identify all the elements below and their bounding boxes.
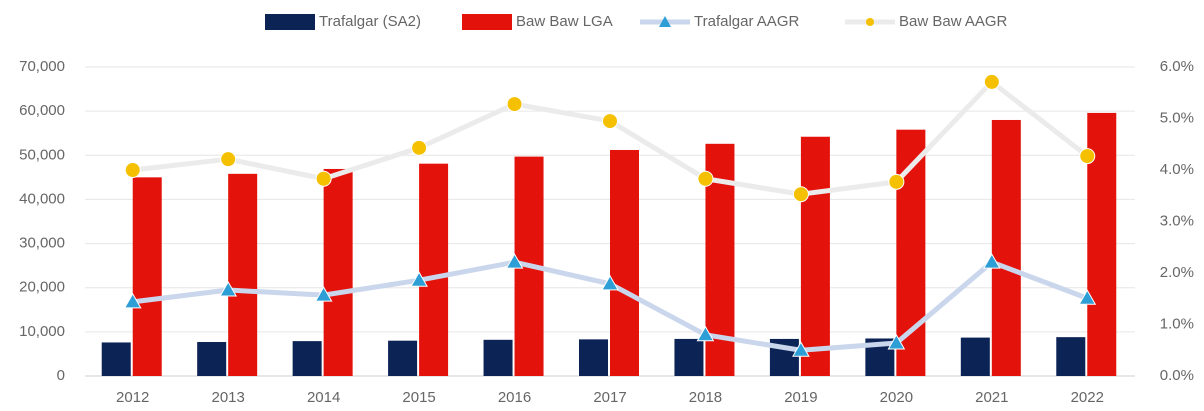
marker: [696, 325, 715, 342]
marker: [697, 170, 714, 187]
y2-tick-label: 4.0%: [1160, 161, 1194, 178]
bar: [896, 129, 926, 376]
x-tick-label: 2014: [307, 389, 340, 406]
bar: [579, 339, 608, 376]
y-tick-label: 30,000: [19, 235, 65, 252]
marker: [888, 173, 905, 190]
y2-tick-label: 1.0%: [1160, 315, 1194, 332]
marker: [792, 341, 810, 357]
marker: [410, 271, 428, 287]
bar: [101, 342, 131, 376]
x-tick-label: 2019: [784, 389, 817, 406]
marker: [887, 334, 906, 350]
marker: [506, 96, 523, 113]
bar: [388, 340, 418, 376]
x-tick-label: 2013: [211, 389, 244, 406]
legend-swatch: [462, 14, 512, 30]
marker: [315, 170, 332, 187]
y-tick-label: 50,000: [19, 146, 65, 163]
bar: [197, 342, 227, 376]
y2-tick-label: 6.0%: [1160, 58, 1194, 75]
y-tick-label: 70,000: [19, 58, 65, 75]
bar: [960, 337, 990, 376]
x-tick-label: 2020: [880, 389, 913, 406]
marker: [123, 292, 142, 309]
bar: [292, 341, 322, 376]
y2-tick-label: 2.0%: [1160, 264, 1194, 281]
x-tick-label: 2018: [689, 389, 722, 406]
x-tick-label: 2017: [593, 389, 626, 406]
bar: [991, 119, 1021, 376]
x-tick-label: 2016: [498, 389, 531, 406]
bar: [483, 339, 513, 376]
legend-label: Trafalgar AAGR: [694, 13, 799, 30]
bar: [323, 168, 353, 376]
marker: [219, 280, 238, 297]
marker: [983, 73, 1000, 90]
bar: [228, 173, 258, 376]
marker: [982, 253, 1001, 269]
x-tick-label: 2015: [402, 389, 435, 406]
marker: [314, 286, 333, 302]
y-tick-label: 40,000: [19, 190, 65, 207]
marker: [792, 186, 809, 203]
y-tick-label: 10,000: [19, 323, 65, 340]
marker: [602, 113, 618, 130]
y2-tick-label: 5.0%: [1160, 109, 1194, 126]
y2-tick-label: 0.0%: [1160, 367, 1194, 384]
legend-swatch: [265, 14, 315, 30]
x-tick-label: 2012: [116, 389, 149, 406]
bar: [132, 177, 162, 376]
legend-marker: [866, 18, 874, 26]
legend-label: Baw Baw LGA: [516, 13, 613, 30]
bar: [674, 338, 704, 376]
bar: [419, 163, 449, 376]
legend-marker: [659, 16, 671, 27]
marker: [1079, 148, 1096, 165]
marker: [124, 162, 141, 178]
x-tick-label: 2022: [1071, 389, 1104, 406]
y-tick-label: 20,000: [19, 279, 65, 296]
bar: [610, 149, 639, 376]
legend-label: Trafalgar (SA2): [319, 13, 421, 30]
legend-label: Baw Baw AAGR: [899, 13, 1008, 30]
marker: [601, 274, 619, 291]
y2-tick-label: 3.0%: [1160, 212, 1194, 229]
bar: [800, 136, 830, 376]
x-tick-label: 2021: [975, 389, 1008, 406]
marker: [220, 151, 237, 168]
y-tick-label: 0: [57, 367, 65, 384]
marker: [411, 139, 428, 156]
marker: [1078, 289, 1097, 305]
bar: [1056, 337, 1086, 376]
marker: [505, 253, 524, 269]
y-tick-label: 60,000: [19, 102, 65, 119]
